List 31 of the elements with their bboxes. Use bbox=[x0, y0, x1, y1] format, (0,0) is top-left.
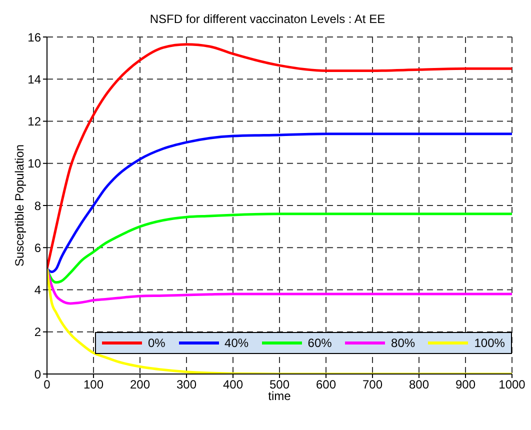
y-tick-label: 10 bbox=[28, 156, 42, 171]
x-tick-label: 200 bbox=[130, 378, 150, 392]
x-axis-title: time bbox=[268, 389, 292, 403]
legend-label: 100% bbox=[474, 336, 505, 350]
x-tick-label: 1000 bbox=[498, 378, 526, 392]
x-tick-label: 300 bbox=[176, 378, 197, 392]
y-tick-label: 14 bbox=[28, 72, 42, 86]
y-tick-label: 0 bbox=[34, 367, 42, 382]
y-tick-label: 8 bbox=[34, 198, 42, 213]
chart-title: NSFD for different vaccinaton Levels : At EE bbox=[148, 12, 386, 26]
legend-label: 60% bbox=[308, 336, 332, 350]
line-series bbox=[47, 43, 512, 270]
line-series bbox=[47, 212, 512, 284]
legend-label: 80% bbox=[391, 336, 416, 350]
x-tick-label: 400 bbox=[222, 378, 244, 392]
x-tick-label: 600 bbox=[316, 378, 336, 392]
legend-label: 40% bbox=[224, 336, 249, 350]
x-tick-label: 900 bbox=[455, 378, 476, 392]
x-tick-label: 500 bbox=[269, 378, 290, 392]
y-tick-label: 6 bbox=[34, 240, 42, 255]
y-tick-label: 12 bbox=[28, 114, 42, 129]
legend-label: 0% bbox=[148, 336, 166, 350]
y-tick-label: 4 bbox=[34, 283, 42, 298]
x-tick-label: 700 bbox=[362, 378, 383, 392]
y-tick-label: 16 bbox=[28, 30, 42, 44]
x-tick-label: 100 bbox=[83, 378, 104, 392]
y-tick-label: 2 bbox=[34, 325, 42, 340]
line-series bbox=[47, 132, 512, 274]
x-tick-label: 800 bbox=[408, 378, 430, 392]
y-axis-title: Susceptible Population bbox=[12, 144, 26, 267]
x-tick-label: 0 bbox=[44, 378, 51, 392]
